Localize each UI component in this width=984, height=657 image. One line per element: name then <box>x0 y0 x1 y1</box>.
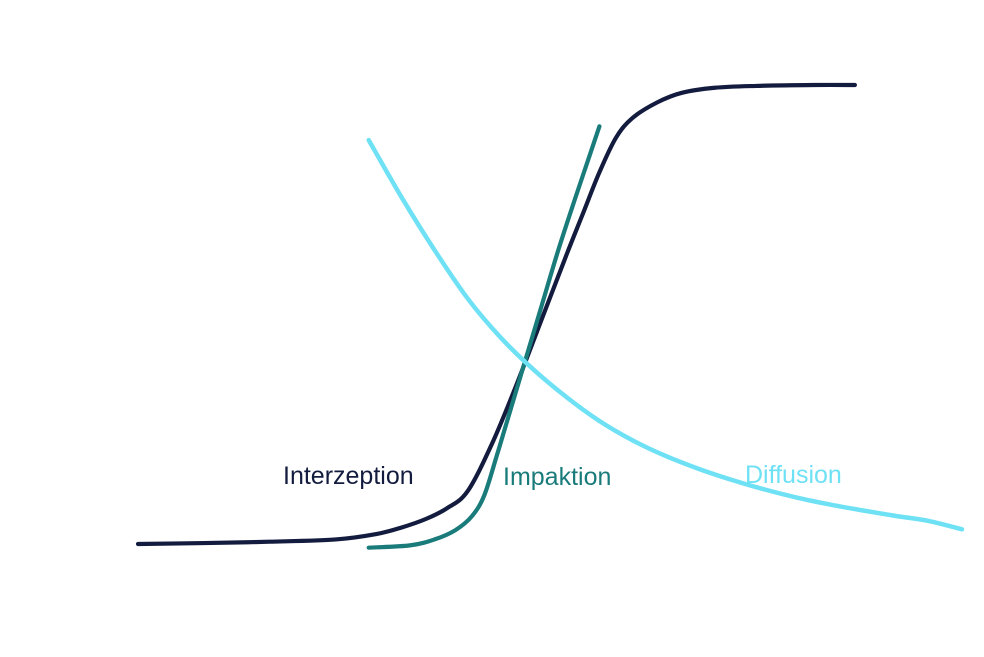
series-curves <box>135 82 965 550</box>
label-impaktion: Impaktion <box>503 463 611 491</box>
label-interzeption: Interzeption <box>283 462 414 490</box>
series-line-interzeption <box>135 82 857 547</box>
series-line-diffusion <box>366 137 965 532</box>
series-line-impaktion <box>366 124 602 550</box>
label-diffusion: Diffusion <box>745 461 842 489</box>
